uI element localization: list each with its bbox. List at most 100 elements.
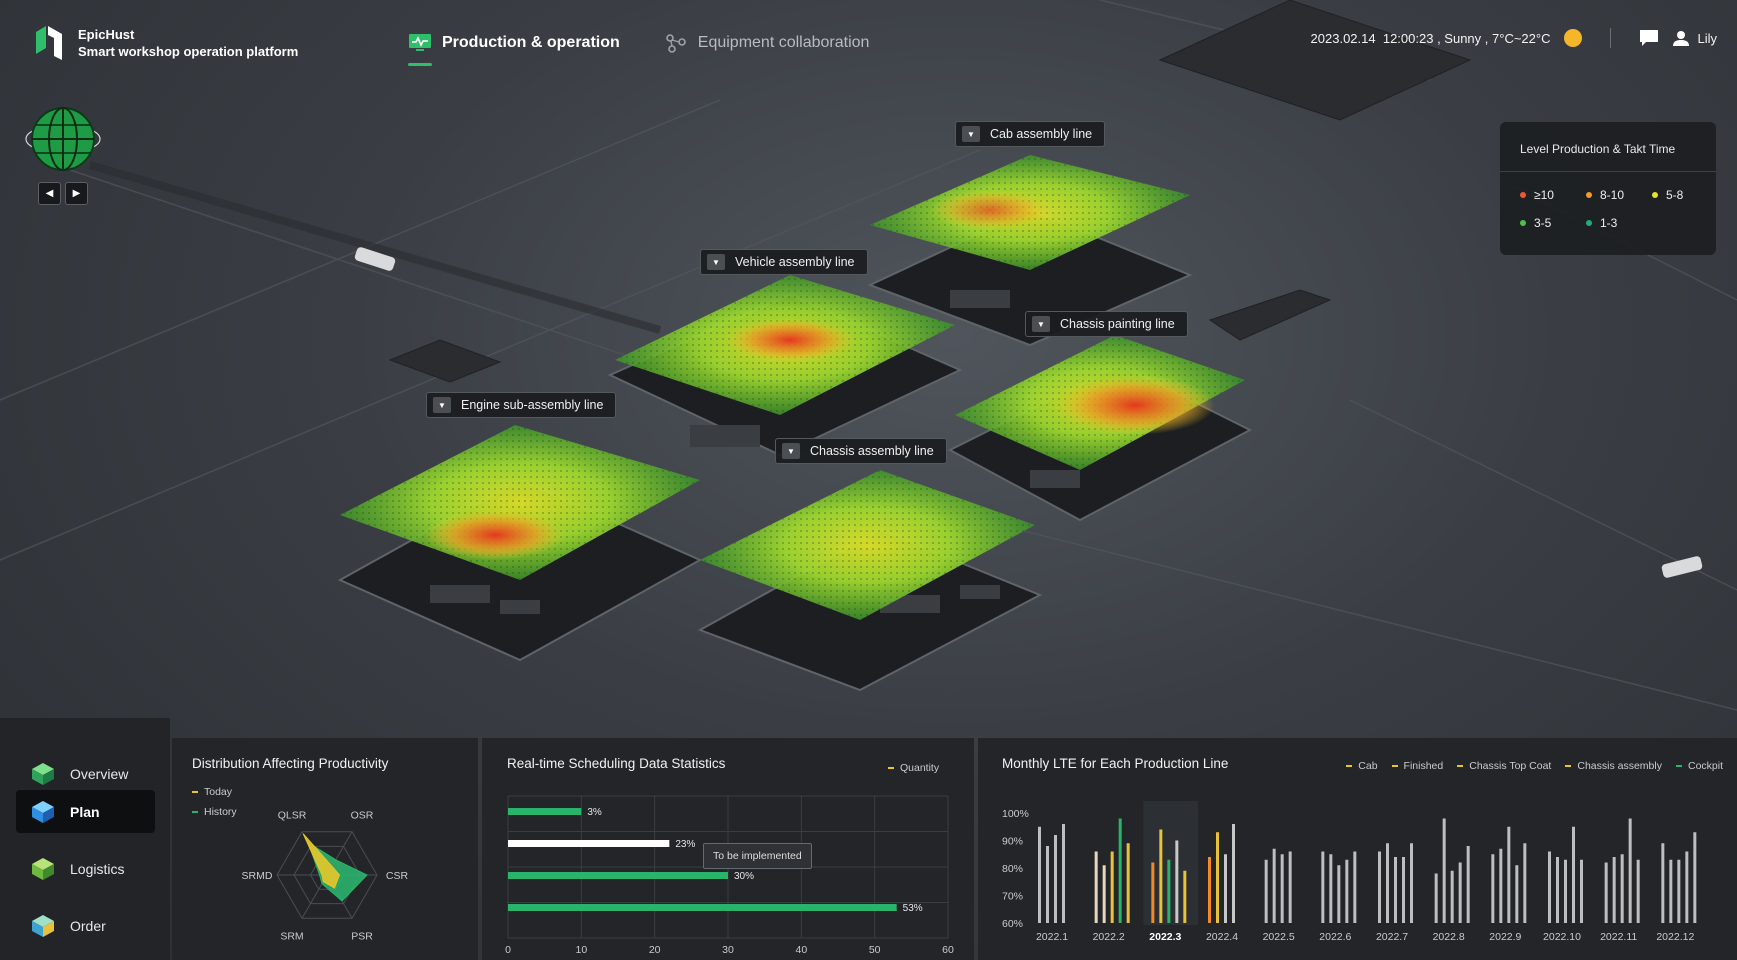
legend-dash-icon: [192, 791, 198, 793]
bar: [1110, 851, 1114, 923]
legend-dot-icon: [1586, 220, 1592, 226]
bar: [1264, 859, 1268, 923]
legend-dot-icon: [1586, 192, 1592, 198]
bar: [1329, 854, 1333, 923]
user-menu[interactable]: Lily: [1673, 30, 1717, 46]
line-label-vehicle-assembly[interactable]: ▼ Vehicle assembly line: [700, 249, 868, 275]
radar-axis-label: CSR: [386, 870, 409, 882]
bar: [1620, 854, 1624, 923]
time: 12:00:23: [1382, 30, 1434, 46]
dropdown-arrow-icon: ▼: [782, 443, 800, 459]
bar: [1118, 818, 1122, 923]
legend-dot-icon: [1520, 192, 1526, 198]
line-label-engine-sub-assembly[interactable]: ▼ Engine sub-assembly line: [426, 392, 617, 418]
bar: [1208, 857, 1211, 923]
legend-item-label: 5-8: [1666, 188, 1684, 202]
plan-cube-icon: [32, 800, 54, 823]
x-tick-label: 20: [649, 944, 661, 956]
tab-equipment-collaboration[interactable]: Equipment collaboration: [664, 30, 869, 56]
bar: [1151, 862, 1155, 923]
bar-tooltip: To be implemented: [703, 843, 812, 869]
bar-data-label: 23%: [675, 839, 695, 850]
legend-label: History: [204, 806, 237, 818]
date: 2023.02.14: [1310, 30, 1376, 46]
network-nodes-icon: [664, 33, 688, 53]
line-label-text: Chassis painting line: [1060, 317, 1175, 331]
legend-item-label: 8-10: [1600, 188, 1625, 202]
message-icon[interactable]: [1639, 29, 1659, 47]
radar-axis-label: SRMD: [242, 870, 273, 882]
bar: [1442, 818, 1446, 923]
radar-chart: QLSR OSR CSR PSR SRM SRMD: [242, 809, 409, 943]
bar: [1272, 848, 1276, 923]
sidebar-item-overview[interactable]: Overview: [16, 752, 155, 795]
bar: [1434, 873, 1438, 923]
bottom-sidebar: Overview Plan Logistics Order: [0, 718, 170, 960]
app-brand: EpicHust Smart workshop operation platfo…: [78, 26, 298, 60]
globe-icon[interactable]: [24, 100, 102, 178]
legend-history: History: [192, 806, 237, 818]
dropdown-arrow-icon: ▼: [707, 254, 725, 270]
legend-item: ≥10: [1520, 188, 1586, 202]
line-label-chassis-painting[interactable]: ▼ Chassis painting line: [1025, 311, 1188, 337]
y-tick-label: 70%: [1002, 891, 1023, 903]
x-tick-label: 2022.7: [1376, 931, 1408, 943]
tab-production-operation[interactable]: Production & operation: [408, 30, 620, 66]
bar: [1661, 843, 1665, 923]
sidebar-item-plan[interactable]: Plan: [16, 790, 155, 833]
line-label-text: Chassis assembly line: [810, 444, 934, 458]
legend-item: 5-8: [1652, 188, 1718, 202]
dropdown-arrow-icon: ▼: [1032, 316, 1050, 332]
x-tick-label: 10: [575, 944, 587, 956]
bar: [1402, 857, 1405, 923]
legend-item: Cab: [1346, 760, 1378, 772]
monitor-pulse-icon: [408, 33, 432, 53]
bar: [1175, 840, 1179, 923]
bar: [1491, 854, 1495, 923]
bar: [1288, 851, 1292, 923]
bar-data-label: 53%: [903, 903, 923, 914]
bar: [1612, 857, 1616, 923]
sidebar-item-logistics[interactable]: Logistics: [16, 847, 155, 890]
legend-quantity: Quantity: [888, 762, 939, 774]
bar: [1280, 854, 1284, 923]
line-label-chassis-assembly[interactable]: ▼ Chassis assembly line: [775, 438, 947, 464]
sidebar-item-order[interactable]: Order: [16, 904, 155, 947]
bar: [1216, 832, 1219, 923]
bar: [1515, 865, 1519, 923]
sidebar-item-label: Order: [70, 917, 106, 934]
bar: [1523, 843, 1527, 923]
line-label-text: Vehicle assembly line: [735, 255, 855, 269]
app-name: EpicHust: [78, 27, 135, 42]
x-tick-label: 2022.10: [1543, 931, 1581, 943]
bar: [1038, 826, 1041, 923]
next-arrow-button[interactable]: ▶: [65, 182, 88, 205]
bar: [1386, 843, 1389, 923]
prev-arrow-button[interactable]: ◀: [38, 182, 61, 205]
panel-title: Distribution Affecting Productivity: [192, 756, 389, 771]
bar: [1167, 859, 1171, 923]
bar: [1677, 859, 1681, 923]
legend-dash-icon: [888, 767, 894, 769]
x-tick-label: 2022.11: [1600, 931, 1637, 943]
legend-item: 1-3: [1586, 216, 1652, 230]
x-tick-label: 2022.4: [1206, 931, 1238, 943]
bar: [1604, 862, 1608, 923]
app-logo[interactable]: EpicHust Smart workshop operation platfo…: [34, 26, 298, 60]
bar: [1499, 848, 1503, 923]
bar: [508, 904, 897, 911]
main-nav: Production & operation Equipment collabo…: [408, 30, 869, 66]
legend-label: Cab: [1358, 760, 1378, 772]
tab-label: Production & operation: [442, 34, 620, 51]
overview-cube-icon: [32, 762, 54, 785]
x-tick-label: 40: [795, 944, 807, 956]
radar-axis-label: SRM: [280, 931, 303, 943]
legend-item: 8-10: [1586, 188, 1652, 202]
x-tick-label: 2022.2: [1093, 931, 1125, 943]
line-label-cab-assembly[interactable]: ▼ Cab assembly line: [955, 121, 1106, 147]
legend-dot-icon: [1520, 220, 1526, 226]
bar: [1410, 843, 1413, 923]
bar: [1580, 859, 1583, 923]
legend-dash-icon: [1675, 765, 1682, 767]
x-tick-label: 2022.8: [1433, 931, 1465, 943]
